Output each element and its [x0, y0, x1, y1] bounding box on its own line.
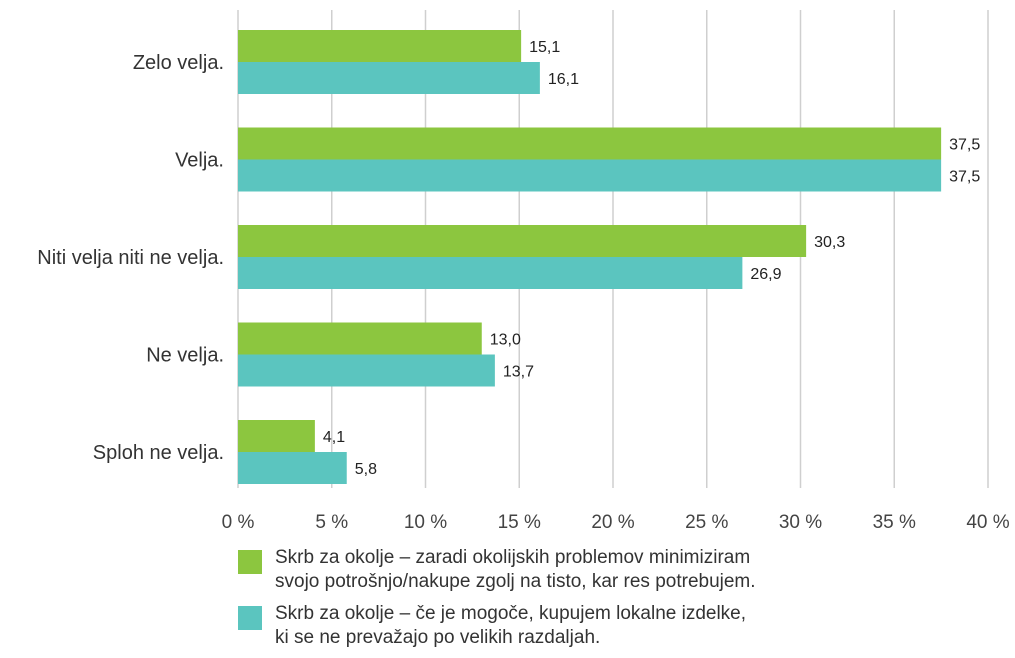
x-tick-label: 10 %: [404, 512, 447, 533]
category-label: Velja.: [175, 150, 224, 172]
legend-label-line: svojo potrošnjo/nakupe zgolj na tisto, k…: [275, 571, 756, 592]
data-label: 37,5: [949, 169, 980, 186]
x-tick-label: 40 %: [966, 512, 1009, 533]
x-tick-label: 5 %: [315, 512, 348, 533]
x-tick-label: 0 %: [222, 512, 255, 533]
legend: Skrb za okolje – zaradi okolijskih probl…: [238, 546, 938, 658]
bar-series-1: [238, 322, 482, 355]
category-label: Sploh ne velja.: [93, 442, 224, 464]
data-label: 37,5: [949, 137, 980, 154]
bar-series-1: [238, 420, 315, 452]
bar-series-2: [238, 159, 942, 192]
data-label: 26,9: [750, 266, 781, 283]
legend-label-line: ki se ne prevažajo po velikih razdaljah.: [275, 627, 601, 648]
bar-series-1: [238, 30, 522, 62]
x-tick-label: 20 %: [591, 512, 634, 533]
bar-series-2: [238, 62, 540, 94]
bar-series-2: [238, 257, 743, 289]
x-tick-label: 15 %: [498, 512, 541, 533]
bar-series-1: [238, 225, 807, 257]
data-label: 16,1: [548, 71, 579, 88]
data-label: 5,8: [355, 461, 377, 478]
data-label: 15,1: [529, 39, 560, 56]
x-tick-label: 35 %: [873, 512, 916, 533]
bar-series-2: [238, 354, 495, 387]
legend-label-line: Skrb za okolje – če je mogoče, kupujem l…: [275, 603, 747, 624]
legend-swatch-series-2: [238, 606, 262, 630]
legend-swatch-series-1: [238, 550, 262, 574]
bars: 15,1 16,1 37,5 37,5 30,3 26,9 13,0 13,7 4,1 5,8: [238, 30, 980, 484]
bar-series-2: [238, 452, 347, 484]
legend-label-series-2: Skrb za okolje – če je mogoče, kupujem l…: [275, 602, 746, 650]
data-label: 30,3: [814, 234, 845, 251]
category-label: Ne velja.: [146, 345, 224, 367]
x-tick-label: 25 %: [685, 512, 728, 533]
legend-item-series-1: Skrb za okolje – zaradi okolijskih probl…: [238, 546, 938, 594]
x-axis-ticks: 0 % 5 % 10 % 15 % 20 % 25 % 30 % 35 % 40 %: [222, 512, 1010, 533]
legend-label-series-1: Skrb za okolje – zaradi okolijskih probl…: [275, 546, 756, 594]
legend-item-series-2: Skrb za okolje – če je mogoče, kupujem l…: [238, 602, 938, 650]
category-label: Niti velja niti ne velja.: [37, 247, 224, 269]
data-label: 13,7: [503, 364, 534, 381]
bar-series-1: [238, 127, 942, 160]
legend-label-line: Skrb za okolje – zaradi okolijskih probl…: [275, 547, 751, 568]
x-tick-label: 30 %: [779, 512, 822, 533]
data-label: 4,1: [323, 429, 345, 446]
bar-chart: 15,1 16,1 37,5 37,5 30,3 26,9 13,0 13,7 4,1 5,8 Z…: [37, 10, 1010, 533]
data-label: 13,0: [490, 332, 521, 349]
category-label: Zelo velja.: [133, 52, 224, 74]
category-labels: Zelo velja. Velja. Niti velja niti ne velj…: [37, 52, 224, 464]
